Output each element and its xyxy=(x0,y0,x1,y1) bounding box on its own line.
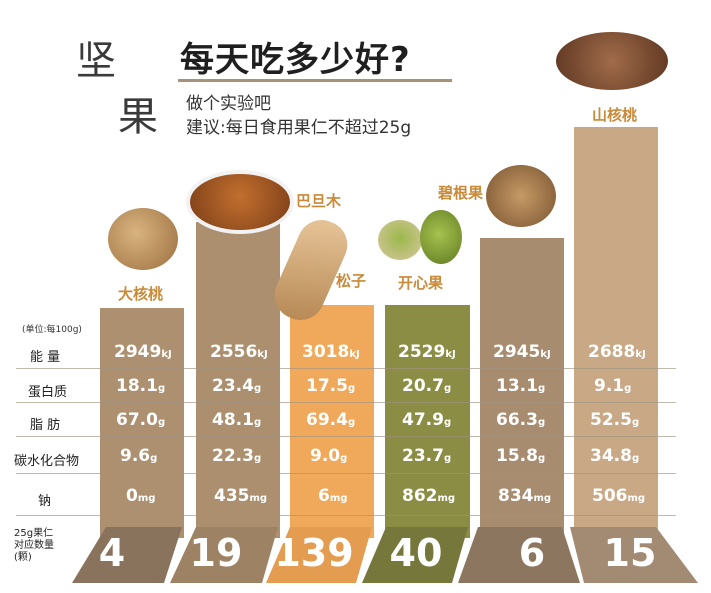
sodium-value: 834mg xyxy=(498,486,552,506)
nut-name-pine-nut: 松子 xyxy=(336,272,367,290)
sodium-value: 0mg xyxy=(126,486,156,506)
subtitle-line-2: 建议:每日食用果仁不超过25g xyxy=(186,118,412,138)
energy-value: 2529kJ xyxy=(398,342,456,362)
count-label: 25g果仁 对应数量 (颗) xyxy=(14,528,54,564)
nut-name-almond: 巴旦木 xyxy=(296,192,342,210)
carb-value: 9.0g xyxy=(310,446,348,466)
pistachio-image-1 xyxy=(378,220,422,260)
column-pistachio xyxy=(385,305,470,538)
count-label-line-2: 对应数量 xyxy=(14,540,54,551)
row-separator xyxy=(16,515,676,516)
energy-value: 2945kJ xyxy=(493,342,551,362)
pecan-image xyxy=(486,165,556,227)
column-pecan xyxy=(480,238,564,538)
fat-value: 47.9g xyxy=(402,410,452,430)
row-label-protein: 蛋白质 xyxy=(28,385,68,400)
count-pine-nut: 139 xyxy=(274,531,354,575)
energy-value: 3018kJ xyxy=(302,342,360,362)
carb-value: 9.6g xyxy=(120,446,158,466)
title-char-2: 果 xyxy=(118,94,158,140)
column-walnut xyxy=(100,308,184,538)
sodium-value: 6mg xyxy=(318,486,348,506)
carb-value: 22.3g xyxy=(212,446,262,466)
row-label-fat: 脂 肪 xyxy=(30,418,61,433)
sodium-value: 435mg xyxy=(214,486,268,506)
walnut-image xyxy=(108,208,178,270)
row-separator xyxy=(16,473,676,474)
count-label-line-3: (颗) xyxy=(14,552,32,563)
fat-value: 52.5g xyxy=(590,410,640,430)
headline: 每天吃多少好? xyxy=(180,40,411,80)
fat-value: 66.3g xyxy=(496,410,546,430)
protein-value: 13.1g xyxy=(496,376,546,396)
count-almond: 19 xyxy=(189,531,243,575)
count-walnut: 4 xyxy=(98,531,126,575)
subtitle-line-1: 做个实验吧 xyxy=(186,94,271,114)
energy-value: 2949kJ xyxy=(114,342,172,362)
protein-value: 9.1g xyxy=(594,376,632,396)
fat-value: 67.0g xyxy=(116,410,166,430)
hickory-image xyxy=(556,32,668,90)
nut-name-pecan: 碧根果 xyxy=(438,184,484,202)
row-separator xyxy=(16,436,676,437)
carb-value: 34.8g xyxy=(590,446,640,466)
energy-value: 2556kJ xyxy=(210,342,268,362)
headline-underline xyxy=(178,79,452,82)
protein-value: 23.4g xyxy=(212,376,262,396)
column-pine-nut xyxy=(290,305,374,538)
row-separator xyxy=(16,402,676,403)
count-pecan: 6 xyxy=(518,531,546,575)
column-hickory xyxy=(574,127,658,538)
protein-value: 18.1g xyxy=(116,376,166,396)
row-label-carb: 碳水化合物 xyxy=(14,454,80,469)
title-char-1: 坚 xyxy=(76,38,116,84)
protein-value: 20.7g xyxy=(402,376,452,396)
nut-name-hickory: 山核桃 xyxy=(592,106,638,124)
count-tile-hickory xyxy=(570,527,698,583)
count-label-line-1: 25g果仁 xyxy=(14,528,54,539)
column-almond xyxy=(196,222,280,538)
count-tile-pine-nut xyxy=(266,527,372,583)
almond-image xyxy=(186,170,294,234)
count-tile-almond xyxy=(170,527,278,583)
sodium-value: 862mg xyxy=(402,486,456,506)
fat-value: 48.1g xyxy=(212,410,262,430)
row-label-sodium: 钠 xyxy=(38,494,52,509)
count-tile-pistachio xyxy=(362,527,468,583)
row-label-energy: 能 量 xyxy=(30,350,61,365)
carb-value: 23.7g xyxy=(402,446,452,466)
count-pistachio: 40 xyxy=(389,531,443,575)
sodium-value: 506mg xyxy=(592,486,646,506)
energy-value: 2688kJ xyxy=(588,342,646,362)
fat-value: 69.4g xyxy=(306,410,356,430)
carb-value: 15.8g xyxy=(496,446,546,466)
count-tile-pecan xyxy=(458,527,580,583)
nut-name-pistachio: 开心果 xyxy=(398,274,444,292)
count-hickory: 15 xyxy=(603,531,657,575)
count-tile-walnut xyxy=(72,527,182,583)
pistachio-image-2 xyxy=(420,210,462,264)
nut-name-walnut: 大核桃 xyxy=(118,285,164,303)
unit-note: (单位:每100g) xyxy=(22,325,82,335)
protein-value: 17.5g xyxy=(306,376,356,396)
row-separator xyxy=(16,368,676,369)
